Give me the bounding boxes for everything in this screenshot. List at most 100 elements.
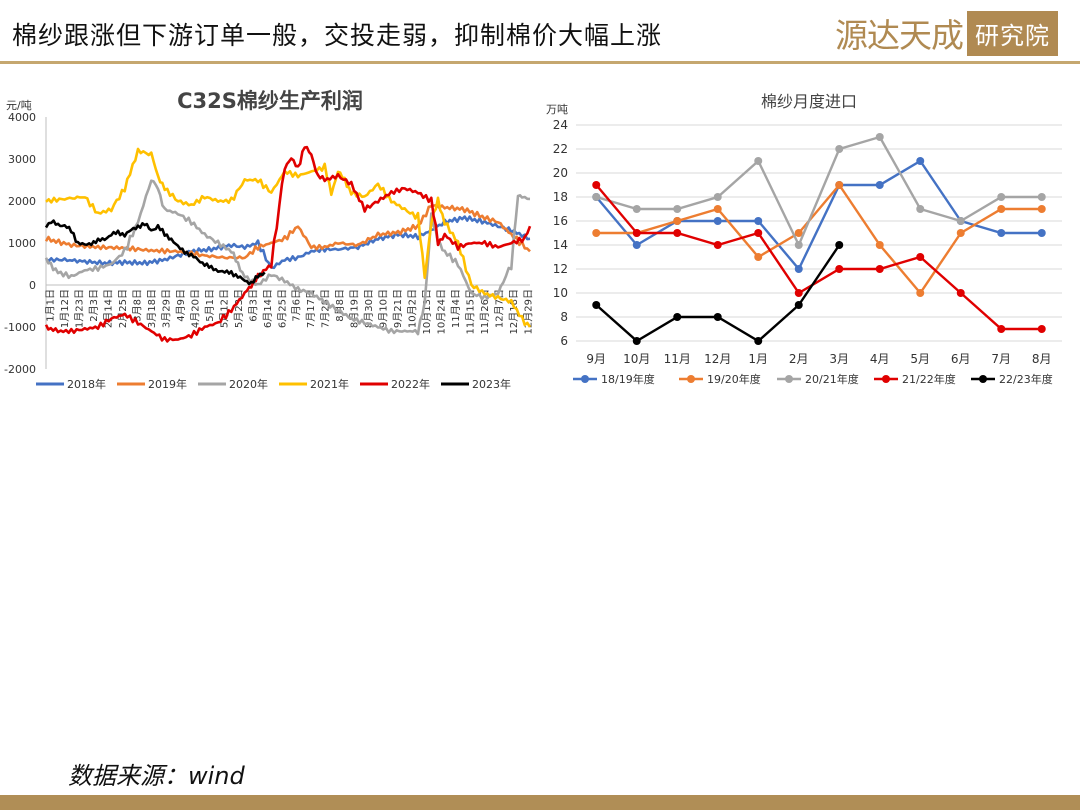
footer-bar	[0, 795, 1080, 810]
logo-main: 源达天成	[835, 16, 964, 55]
x-tick-label: 6月3日	[247, 289, 259, 322]
page-title: 棉纱跟涨但下游订单一般，交投走弱，抑制棉价大幅上涨	[12, 21, 663, 50]
x-tick-label: 7月17日	[305, 289, 317, 328]
x-tick-label: 3月	[829, 352, 849, 366]
legend-label: 2018年	[67, 377, 106, 391]
legend-label: 18/19年度	[601, 372, 655, 386]
logo-box: 研究院	[967, 10, 1058, 56]
data-point	[916, 253, 925, 261]
data-point	[1037, 229, 1046, 237]
x-tick-label: 12月	[704, 352, 731, 366]
data-source: 数据来源：wind	[68, 762, 245, 790]
data-point	[835, 145, 844, 153]
legend-label: 21/22年度	[902, 372, 956, 386]
x-tick-label: 1月23日	[73, 289, 85, 328]
data-point	[632, 241, 641, 249]
legend-label: 22/23年度	[999, 372, 1053, 386]
logo: 源达天成 研究院	[835, 10, 1058, 56]
data-point	[997, 205, 1006, 213]
x-tick-label: 10月24日	[436, 289, 448, 334]
data-point	[673, 229, 682, 237]
profit-chart-svg: C32S棉纱生产利润 元/吨 -2000 -1000 0 1000 2000 3000 4000…	[4, 89, 534, 391]
x-tick-label: 1月12日	[59, 289, 71, 328]
legend-marker	[882, 375, 890, 383]
series-line-19/20年度	[596, 183, 1042, 295]
y-tick-label: 22	[553, 142, 568, 156]
x-tick-label: 7月6日	[291, 289, 303, 322]
data-point	[835, 181, 844, 189]
chart-title: C32S棉纱生产利润	[177, 89, 363, 113]
series-line-2020年	[44, 179, 531, 336]
x-tick-label: 2月	[789, 352, 809, 366]
data-point	[632, 337, 641, 345]
y-tick-label: 14	[553, 238, 568, 252]
x-tick-label: 5月	[910, 352, 930, 366]
y-tick-label: 20	[553, 166, 568, 180]
x-tick-label: 6月25日	[276, 289, 288, 328]
x-tick-label: 10月	[623, 352, 650, 366]
x-tick-label: 11月4日	[450, 289, 462, 328]
data-point	[754, 157, 763, 165]
data-point	[997, 193, 1006, 201]
data-point	[713, 217, 722, 225]
data-point	[794, 229, 803, 237]
x-tick-label: 9月21日	[392, 289, 404, 328]
data-point	[794, 289, 803, 297]
import-chart: 棉纱月度进口 万吨 6 8 10 12 14 16 18 20 22 24 9月 10月 11月 12月 1月 2…	[540, 68, 1080, 402]
x-tick-label: 8月30日	[363, 289, 375, 328]
x-tick-label: 11月15日	[465, 289, 477, 334]
data-point	[997, 325, 1006, 333]
data-point	[794, 241, 803, 249]
data-point	[1037, 205, 1046, 213]
header-rule	[0, 61, 1080, 64]
data-point	[754, 253, 763, 261]
data-point	[875, 265, 884, 273]
data-point	[916, 289, 925, 297]
data-point	[673, 217, 682, 225]
chart-title: 棉纱月度进口	[761, 92, 857, 111]
series-line-2021年	[45, 147, 532, 328]
y-tick-label: 4000	[8, 111, 36, 124]
data-point	[956, 229, 965, 237]
data-point	[835, 265, 844, 273]
x-tick-label: 3月18日	[146, 289, 158, 328]
y-axis-label: 万吨	[546, 103, 568, 116]
legend-marker	[581, 375, 589, 383]
data-point	[794, 301, 803, 309]
data-point	[835, 241, 844, 249]
series-line-20/21年度	[595, 135, 1042, 248]
y-tick-label: 3000	[8, 153, 36, 166]
legend-label: 19/20年度	[707, 372, 761, 386]
data-point	[713, 313, 722, 321]
data-point	[632, 229, 641, 237]
data-point	[875, 241, 884, 249]
profit-chart: C32S棉纱生产利润 元/吨 -2000 -1000 0 1000 2000 3000 4000…	[0, 68, 540, 402]
legend-label: 2019年	[148, 377, 187, 391]
data-point	[754, 337, 763, 345]
data-point	[956, 217, 965, 225]
x-tick-label: 3月29日	[160, 289, 172, 328]
legend-marker	[979, 375, 987, 383]
y-tick-label: 10	[553, 286, 568, 300]
y-tick-label: 12	[553, 262, 568, 276]
data-point	[592, 229, 601, 237]
x-tick-label: 10月2日	[407, 289, 419, 328]
x-tick-label: 3月8日	[131, 289, 143, 322]
data-point	[916, 205, 925, 213]
data-point	[632, 205, 641, 213]
data-point	[592, 301, 601, 309]
data-point	[754, 217, 763, 225]
series-line-21/22年度	[595, 184, 1042, 331]
x-tick-label: 1月	[748, 352, 768, 366]
data-point	[592, 181, 601, 189]
data-point	[1037, 325, 1046, 333]
x-tick-label: 2月3日	[88, 289, 100, 322]
legend-marker	[785, 375, 793, 383]
y-tick-label: -1000	[4, 321, 36, 334]
legend-label: 2021年	[310, 377, 349, 391]
x-tick-label: 9月10日	[378, 289, 390, 328]
data-point	[875, 133, 884, 141]
data-point	[754, 229, 763, 237]
x-tick-label: 8月8日	[334, 289, 346, 322]
x-tick-label: 7月	[991, 352, 1011, 366]
